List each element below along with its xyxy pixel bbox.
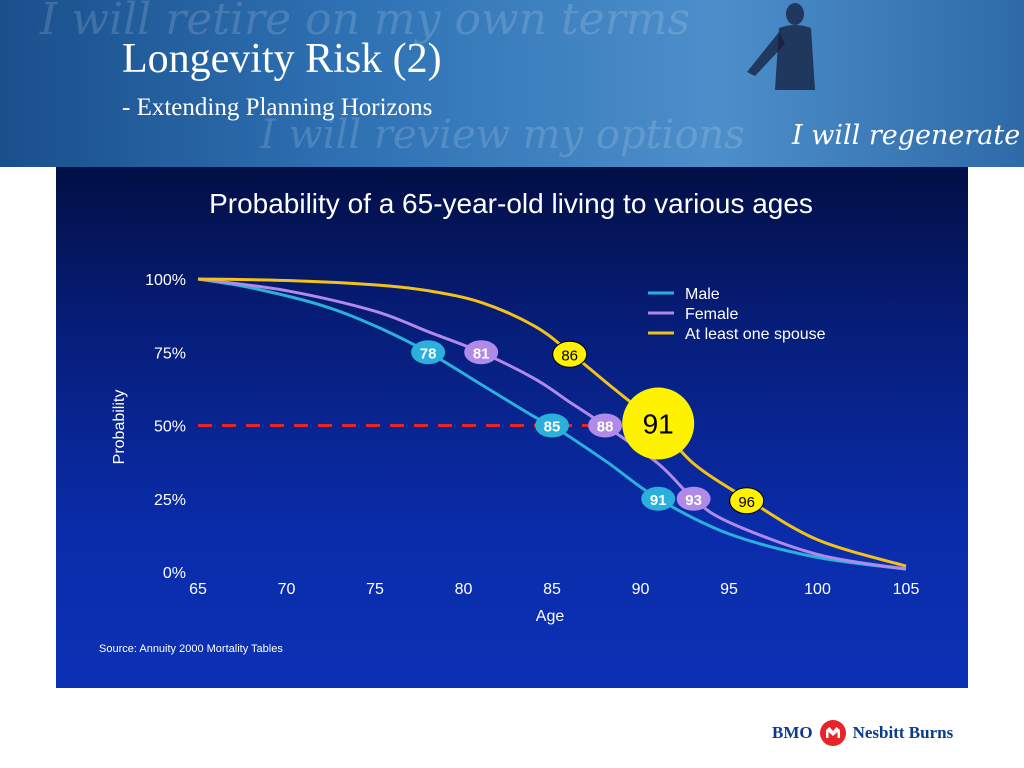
x-tick-label: 75 (366, 581, 384, 598)
value-markers: 78 81 86 85 88 91 91 93 96 (411, 340, 765, 515)
chart-panel: Probability of a 65-year-old living to v… (56, 167, 968, 688)
legend-label: At least one spouse (685, 326, 826, 343)
chart-legend: Male Female At least one spouse (648, 286, 826, 343)
x-tick-label: 85 (543, 581, 561, 598)
y-tick-label: 100% (145, 272, 186, 289)
slide-subtitle: - Extending Planning Horizons (122, 94, 433, 121)
x-tick-label: 90 (632, 581, 650, 598)
slide-header: I will retire on my own terms I will rev… (0, 0, 1024, 167)
marker-label: 81 (473, 345, 490, 362)
y-axis-label: Probability (111, 390, 128, 465)
marker-label: 85 (544, 419, 561, 436)
marker-label: 91 (650, 492, 667, 509)
marker-label: 96 (738, 494, 755, 511)
slide-title: Longevity Risk (2) (122, 36, 442, 82)
logo-nesbitt-burns-text: Nesbitt Burns (852, 723, 954, 742)
y-tick-label: 25% (154, 492, 186, 509)
bmo-roundel-icon (819, 720, 846, 746)
tagline: I will regenerate (792, 120, 1021, 151)
marker-badge (552, 340, 588, 368)
chart-axes: 0% 25% 50% 75% 100% 65 70 75 80 85 90 95 100 105 (145, 272, 919, 598)
marker-label: 91 (643, 409, 674, 440)
marker-label: 88 (597, 419, 614, 436)
logo-bmo-text: BMO (772, 723, 813, 742)
chart-title: Probability of a 65-year-old living to v… (209, 188, 813, 219)
legend-label: Female (685, 306, 738, 323)
x-tick-label: 95 (720, 581, 738, 598)
longevity-chart: Probability of a 65-year-old living to v… (99, 188, 919, 655)
man-silhouette (747, 3, 815, 90)
marker-badge (676, 486, 711, 511)
marker-badge (411, 340, 446, 365)
marker-badge (535, 413, 569, 438)
background-script-1: I will retire on my own terms (40, 0, 691, 45)
x-tick-label: 100 (804, 581, 831, 598)
chart-source: Source: Annuity 2000 Mortality Tables (99, 643, 283, 655)
marker-label: 78 (420, 345, 437, 362)
bmo-nesbitt-burns-logo: BMO Nesbitt Burns (772, 718, 953, 748)
marker-label: 93 (685, 492, 702, 509)
marker-badge (588, 413, 623, 438)
marker-badge (464, 340, 499, 365)
marker-badge (729, 487, 765, 515)
marker-badge (641, 486, 676, 511)
y-tick-label: 50% (154, 419, 186, 436)
y-tick-label: 75% (154, 345, 186, 362)
x-tick-label: 80 (455, 581, 473, 598)
x-tick-label: 105 (893, 581, 920, 598)
x-tick-label: 65 (189, 581, 207, 598)
x-tick-label: 70 (278, 581, 296, 598)
marker-badge (622, 387, 695, 460)
y-tick-label: 0% (163, 565, 186, 582)
x-axis-label: Age (536, 608, 565, 625)
series-line-female (197, 277, 907, 571)
marker-label: 86 (561, 347, 578, 364)
legend-label: Male (685, 286, 720, 303)
background-script-2: I will review my options (260, 112, 745, 158)
